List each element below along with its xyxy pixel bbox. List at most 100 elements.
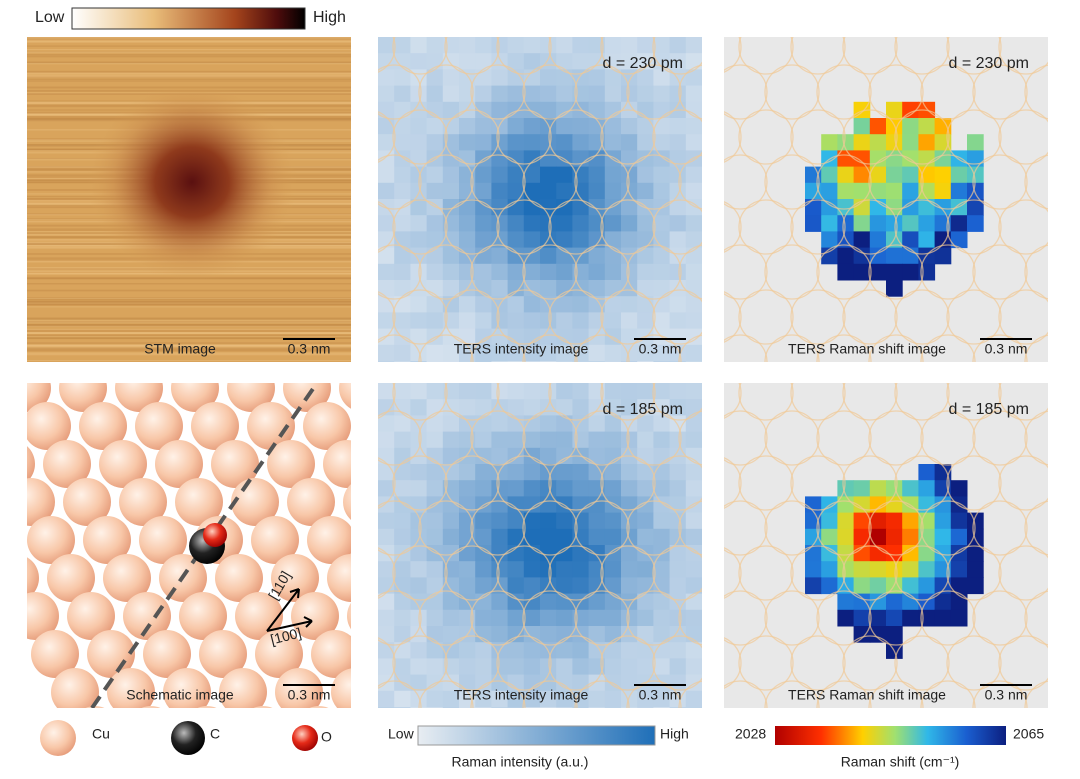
pixel bbox=[588, 344, 606, 362]
lattice-circle bbox=[522, 500, 578, 556]
pixel bbox=[869, 561, 887, 578]
lattice-circle bbox=[817, 0, 871, 29]
pixel bbox=[685, 263, 702, 281]
lattice-circle bbox=[418, 154, 474, 210]
pixel bbox=[637, 37, 654, 54]
pixel bbox=[540, 280, 557, 297]
direction-label: [100] bbox=[269, 624, 303, 647]
pixel bbox=[588, 263, 606, 281]
pixel bbox=[950, 182, 968, 200]
lattice-circle bbox=[842, 545, 898, 601]
pixel bbox=[950, 545, 968, 562]
pixel bbox=[869, 609, 887, 627]
pixel bbox=[410, 37, 428, 54]
cu-atom bbox=[31, 630, 79, 678]
pixel bbox=[669, 383, 687, 400]
pixel bbox=[378, 85, 395, 103]
pixel bbox=[572, 215, 590, 232]
pixel bbox=[442, 280, 460, 297]
pixel bbox=[442, 101, 460, 119]
pixel bbox=[702, 312, 719, 329]
pixel bbox=[604, 296, 622, 313]
lattice-circle bbox=[724, 244, 768, 300]
pixel bbox=[426, 609, 444, 627]
pixel bbox=[702, 480, 719, 497]
pixel bbox=[475, 199, 492, 216]
lattice-circle bbox=[724, 383, 742, 419]
lattice-circle bbox=[600, 383, 656, 421]
pixel bbox=[475, 182, 492, 200]
pixel bbox=[442, 328, 460, 346]
pixel bbox=[621, 545, 638, 562]
lattice-circle bbox=[600, 199, 656, 255]
lattice-circle bbox=[894, 455, 950, 511]
pixel bbox=[702, 199, 719, 216]
pixel bbox=[523, 182, 541, 200]
pixel bbox=[394, 690, 411, 708]
pixel bbox=[540, 37, 557, 54]
pixel bbox=[653, 134, 671, 151]
pixel bbox=[604, 545, 622, 562]
lattice-circle bbox=[378, 383, 396, 419]
pixel bbox=[507, 480, 525, 497]
cu-atom bbox=[323, 440, 351, 488]
cu-atom bbox=[339, 383, 351, 409]
scan-line bbox=[27, 329, 351, 331]
lattice-circle bbox=[523, 0, 577, 29]
pixel bbox=[410, 166, 428, 184]
pixel bbox=[410, 545, 428, 562]
panel bbox=[378, 0, 719, 362]
pixel bbox=[653, 415, 671, 433]
lattice-circle bbox=[946, 199, 1002, 255]
cu-atom bbox=[27, 557, 39, 599]
pixel bbox=[475, 512, 492, 530]
pixel bbox=[475, 626, 492, 643]
cu-atom bbox=[63, 478, 111, 526]
pixel bbox=[685, 690, 702, 708]
lattice-circle bbox=[600, 635, 656, 691]
pixel bbox=[442, 464, 460, 481]
pixel bbox=[572, 561, 590, 578]
lattice-circle bbox=[738, 545, 794, 601]
pixel bbox=[556, 626, 573, 643]
lattice-circle bbox=[678, 244, 702, 300]
pixel bbox=[523, 707, 541, 708]
pixel bbox=[702, 264, 719, 281]
lattice-circle bbox=[972, 64, 1028, 120]
pixel bbox=[621, 134, 638, 151]
lattice-circle bbox=[1024, 410, 1048, 466]
pixel bbox=[702, 296, 719, 313]
c-atom bbox=[171, 721, 205, 755]
pixel bbox=[669, 199, 687, 216]
lattice-circle bbox=[1051, 636, 1080, 690]
lattice-circle bbox=[600, 545, 656, 601]
scan-line bbox=[27, 337, 351, 339]
lattice-circle bbox=[713, 0, 767, 29]
pixel bbox=[588, 609, 606, 627]
lattice-circle bbox=[764, 680, 820, 708]
scan-line bbox=[27, 62, 351, 64]
pixel bbox=[572, 399, 590, 416]
lattice-circle bbox=[868, 334, 924, 362]
scan-line bbox=[27, 61, 351, 64]
pixel bbox=[685, 431, 702, 449]
pixel bbox=[902, 134, 919, 151]
lattice-circle bbox=[868, 410, 924, 466]
scan-line bbox=[27, 318, 351, 321]
pixel bbox=[507, 658, 525, 676]
cu-atom bbox=[155, 440, 203, 488]
pixel bbox=[853, 561, 871, 578]
pixel bbox=[491, 69, 509, 87]
colorbar-min: 2028 bbox=[735, 726, 766, 742]
pixel bbox=[669, 231, 687, 249]
lattice-circle bbox=[764, 500, 820, 556]
pixel bbox=[588, 431, 606, 449]
pixel bbox=[540, 674, 557, 692]
pixel bbox=[556, 577, 573, 595]
pixel bbox=[475, 263, 492, 281]
pixel bbox=[653, 431, 671, 449]
scan-line bbox=[27, 297, 351, 300]
pixel bbox=[378, 642, 395, 659]
pixel bbox=[394, 150, 411, 168]
scan-line bbox=[27, 76, 351, 78]
